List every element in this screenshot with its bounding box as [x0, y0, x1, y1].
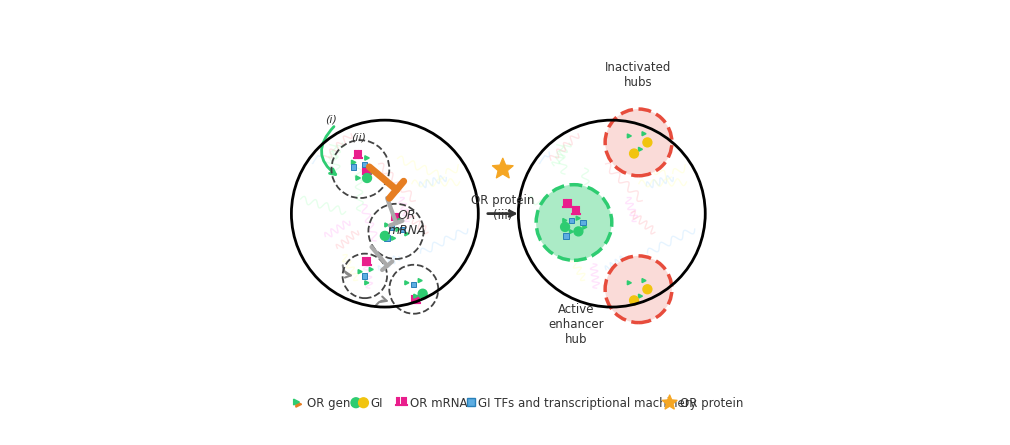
- FancyBboxPatch shape: [569, 218, 575, 223]
- Polygon shape: [405, 281, 409, 285]
- Circle shape: [643, 285, 651, 294]
- FancyBboxPatch shape: [385, 235, 390, 241]
- Polygon shape: [372, 169, 376, 174]
- Polygon shape: [662, 395, 678, 409]
- Circle shape: [418, 289, 427, 298]
- Polygon shape: [351, 160, 356, 165]
- Circle shape: [629, 296, 638, 305]
- Circle shape: [359, 398, 369, 408]
- Polygon shape: [365, 281, 369, 285]
- FancyBboxPatch shape: [411, 282, 416, 287]
- Circle shape: [381, 231, 389, 240]
- Text: GI TFs and transcriptional machinery: GI TFs and transcriptional machinery: [479, 397, 697, 410]
- Polygon shape: [296, 401, 302, 407]
- Polygon shape: [414, 294, 418, 298]
- Circle shape: [629, 149, 638, 158]
- Polygon shape: [570, 230, 574, 234]
- Text: GI: GI: [371, 397, 383, 410]
- Polygon shape: [385, 223, 389, 227]
- Polygon shape: [359, 270, 363, 274]
- Polygon shape: [642, 279, 646, 283]
- Polygon shape: [356, 176, 361, 180]
- Circle shape: [605, 256, 672, 323]
- Text: Inactivated
hubs: Inactivated hubs: [605, 61, 672, 89]
- FancyBboxPatch shape: [351, 164, 357, 170]
- Text: OR protein
(iii): OR protein (iii): [471, 194, 534, 222]
- Polygon shape: [398, 218, 402, 222]
- Circle shape: [351, 398, 361, 408]
- Polygon shape: [418, 279, 422, 283]
- Circle shape: [605, 109, 672, 176]
- Polygon shape: [370, 267, 374, 271]
- Circle shape: [574, 227, 583, 236]
- Polygon shape: [576, 216, 580, 220]
- Polygon shape: [642, 132, 646, 136]
- FancyBboxPatch shape: [389, 224, 394, 230]
- Text: OR gene: OR gene: [307, 397, 358, 410]
- Polygon shape: [638, 294, 642, 298]
- Text: (i): (i): [325, 114, 336, 124]
- Polygon shape: [392, 236, 396, 240]
- FancyBboxPatch shape: [363, 273, 368, 279]
- Text: OR
mRNA: OR mRNA: [388, 209, 426, 236]
- FancyBboxPatch shape: [468, 398, 475, 406]
- FancyBboxPatch shape: [580, 220, 586, 225]
- Polygon shape: [627, 281, 631, 285]
- Polygon shape: [583, 225, 587, 229]
- Polygon shape: [405, 232, 409, 236]
- FancyBboxPatch shape: [564, 233, 569, 239]
- Circle shape: [643, 138, 651, 147]
- Circle shape: [561, 222, 570, 231]
- Polygon shape: [492, 158, 513, 178]
- FancyBboxPatch shape: [400, 227, 405, 232]
- Polygon shape: [396, 227, 400, 231]
- Polygon shape: [365, 156, 370, 160]
- Polygon shape: [627, 134, 631, 138]
- Text: OR mRNA: OR mRNA: [410, 397, 468, 410]
- Circle shape: [363, 174, 372, 182]
- Polygon shape: [638, 147, 642, 151]
- FancyBboxPatch shape: [363, 162, 368, 167]
- Text: (ii): (ii): [351, 132, 367, 142]
- Polygon shape: [294, 399, 299, 405]
- Text: OR protein: OR protein: [680, 397, 743, 410]
- Text: Active
enhancer
hub: Active enhancer hub: [548, 303, 604, 346]
- Polygon shape: [563, 218, 567, 222]
- Circle shape: [536, 185, 612, 260]
